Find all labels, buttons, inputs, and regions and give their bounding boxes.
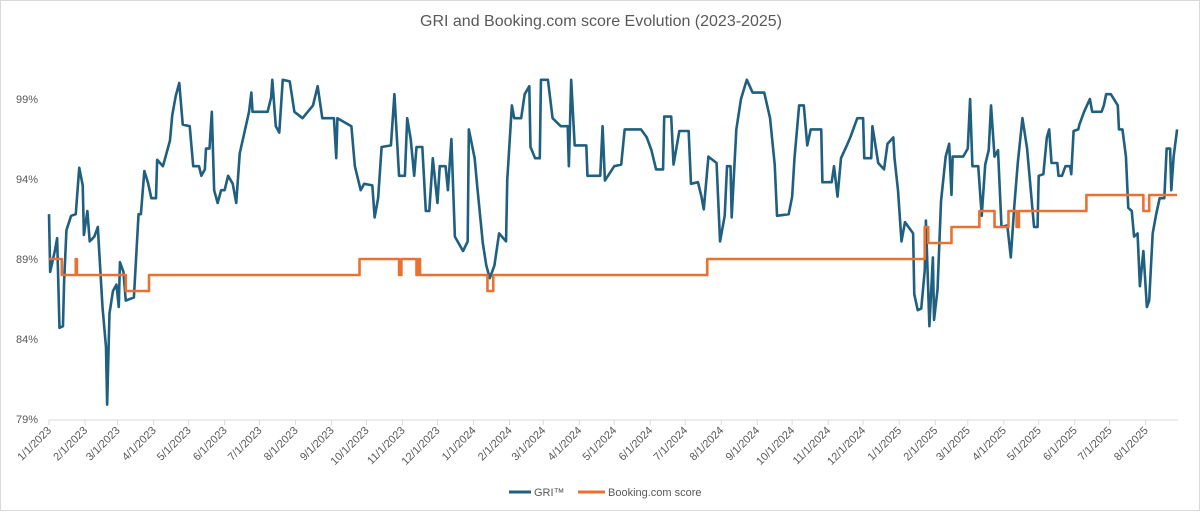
x-tick-label: 8/1/2024 (688, 425, 727, 464)
y-axis: 79% 84% 89% 94% 99% (16, 94, 38, 426)
x-tick-label: 1/1/2024 (440, 425, 479, 464)
x-tick-label: 5/1/2023 (155, 425, 194, 464)
y-tick-label: 84% (16, 334, 38, 346)
legend-item-gri[interactable]: GRI™ (509, 487, 565, 499)
x-tick-label: 7/1/2023 (226, 425, 265, 464)
x-tick-label: 7/1/2025 (1076, 425, 1115, 464)
x-tick-label: 2/1/2025 (902, 425, 941, 464)
series-line-booking (49, 193, 1178, 293)
x-tick-label: 10/1/2024 (754, 425, 797, 468)
x-tick-label: 6/1/2023 (191, 425, 230, 464)
legend-label-gri: GRI™ (534, 487, 565, 499)
x-tick-label: 3/1/2025 (934, 425, 973, 464)
x-tick-label: 6/1/2024 (617, 425, 656, 464)
x-tick-label: 6/1/2025 (1041, 425, 1080, 464)
x-tick-label: 2/1/2024 (476, 425, 515, 464)
x-tick-label: 4/1/2024 (546, 425, 585, 464)
x-tick-label: 12/1/2023 (399, 425, 442, 468)
x-tick-label: 8/1/2023 (262, 425, 301, 464)
x-tick-label: 4/1/2023 (120, 425, 159, 464)
legend-item-booking[interactable]: Booking.com score (578, 487, 702, 499)
x-tick-label: 10/1/2023 (329, 425, 372, 468)
x-tick-label: 3/1/2024 (510, 425, 549, 464)
legend-label-booking: Booking.com score (608, 487, 702, 499)
legend: GRI™ Booking.com score (509, 487, 702, 499)
x-tick-label: 8/1/2025 (1112, 425, 1151, 464)
x-tick-label: 5/1/2024 (581, 425, 620, 464)
x-tick-label: 1/1/2025 (866, 425, 905, 464)
x-tick-label: 12/1/2024 (825, 425, 868, 468)
y-tick-label: 79% (16, 414, 38, 426)
y-tick-label: 89% (16, 254, 38, 266)
x-tick-label: 7/1/2024 (652, 425, 691, 464)
x-tick-label: 5/1/2025 (1005, 425, 1044, 464)
x-tick-label: 4/1/2025 (970, 425, 1009, 464)
y-tick-label: 99% (16, 94, 38, 106)
x-tick-label: 2/1/2023 (51, 425, 90, 464)
x-tick-label: 1/1/2023 (15, 425, 54, 464)
x-tick-label: 3/1/2023 (84, 425, 123, 464)
chart-title: GRI and Booking.com score Evolution (202… (420, 13, 782, 30)
y-tick-label: 94% (16, 174, 38, 186)
series-line-gri (47, 78, 1179, 406)
x-axis: 1/1/20232/1/20233/1/20234/1/20235/1/2023… (15, 419, 1179, 468)
series-layer (47, 78, 1179, 406)
